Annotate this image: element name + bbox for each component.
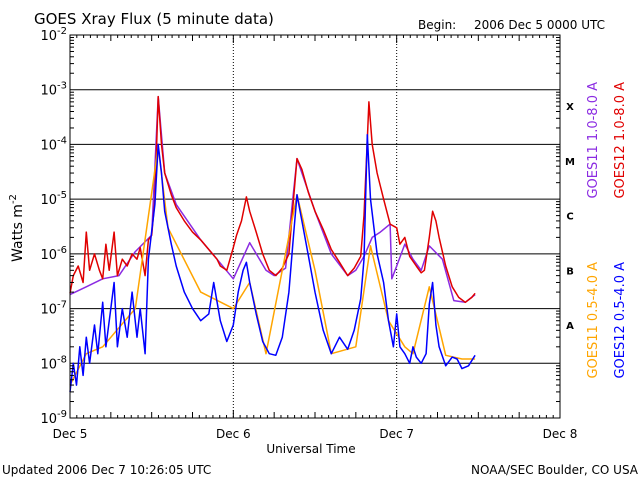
y-tick-label-base: 10 xyxy=(40,193,57,208)
y-axis-title: Watts m-2 xyxy=(8,194,26,262)
series-line xyxy=(69,95,476,304)
x-tick-label: Dec 7 xyxy=(379,427,414,441)
series-line xyxy=(69,134,476,392)
grid-layer xyxy=(70,35,560,418)
legend-entry: GOES11 1.0-8.0 A xyxy=(586,82,601,199)
chart-title: GOES Xray Flux (5 minute data) xyxy=(34,10,274,28)
y-tick-label: 10-2 xyxy=(40,26,67,44)
x-tick-label: Dec 6 xyxy=(216,427,251,441)
y-tick-label-base: 10 xyxy=(40,412,57,427)
y-tick-label-base: 10 xyxy=(40,303,57,318)
flare-class-label: A xyxy=(566,321,574,332)
y-tick-label-exponent: -7 xyxy=(57,300,67,311)
y-tick-label-exponent: -6 xyxy=(57,245,67,256)
y-tick-label-exponent: -3 xyxy=(57,81,67,92)
y-tick-label: 10-4 xyxy=(40,135,67,153)
y-tick-label-exponent: -8 xyxy=(57,354,67,365)
y-tick-label: 10-9 xyxy=(40,409,67,427)
x-axis-title: Universal Time xyxy=(266,442,355,456)
flare-class-label: B xyxy=(566,266,574,277)
y-tick-label-exponent: -9 xyxy=(57,409,67,420)
y-tick-label: 10-8 xyxy=(40,354,67,372)
y-tick-label-base: 10 xyxy=(40,29,57,44)
flare-class-label: X xyxy=(566,102,574,113)
credit-text: NOAA/SEC Boulder, CO USA xyxy=(471,463,639,477)
legend-entry: GOES12 0.5-4.0 A xyxy=(613,262,628,379)
x-tick-label: Dec 5 xyxy=(53,427,88,441)
legend: GOES11 1.0-8.0 A GOES12 1.0-8.0 A GOES11 0… xyxy=(586,82,628,379)
y-tick-label: 10-6 xyxy=(40,245,67,263)
begin-label: Begin: xyxy=(418,18,456,32)
y-tick-label: 10-5 xyxy=(40,190,67,208)
y-tick-label-base: 10 xyxy=(40,138,57,153)
x-tick-label: Dec 8 xyxy=(543,427,578,441)
series-layer xyxy=(69,95,476,392)
y-tick-label: 10-7 xyxy=(40,300,67,318)
y-tick-label: 10-3 xyxy=(40,81,67,99)
flare-class-labels: X M C B A xyxy=(565,102,575,332)
y-axis-title-base: Watts m xyxy=(10,204,26,262)
legend-entry: GOES11 0.5-4.0 A xyxy=(586,262,601,379)
y-tick-label-exponent: -2 xyxy=(57,26,67,37)
series-line xyxy=(69,146,476,386)
flare-class-label: M xyxy=(565,157,575,168)
y-tick-label-exponent: -5 xyxy=(57,190,67,201)
y-tick-label-base: 10 xyxy=(40,357,57,372)
y-tick-label-exponent: -4 xyxy=(57,135,67,146)
flare-class-label: C xyxy=(566,212,573,223)
legend-entry: GOES12 1.0-8.0 A xyxy=(613,82,628,199)
y-axis-title-exponent: -2 xyxy=(8,194,19,204)
y-tick-label-base: 10 xyxy=(40,84,57,99)
begin-value: 2006 Dec 5 0000 UTC xyxy=(474,18,605,32)
updated-timestamp: Updated 2006 Dec 7 10:26:05 UTC xyxy=(2,463,211,477)
y-tick-label-base: 10 xyxy=(40,248,57,263)
